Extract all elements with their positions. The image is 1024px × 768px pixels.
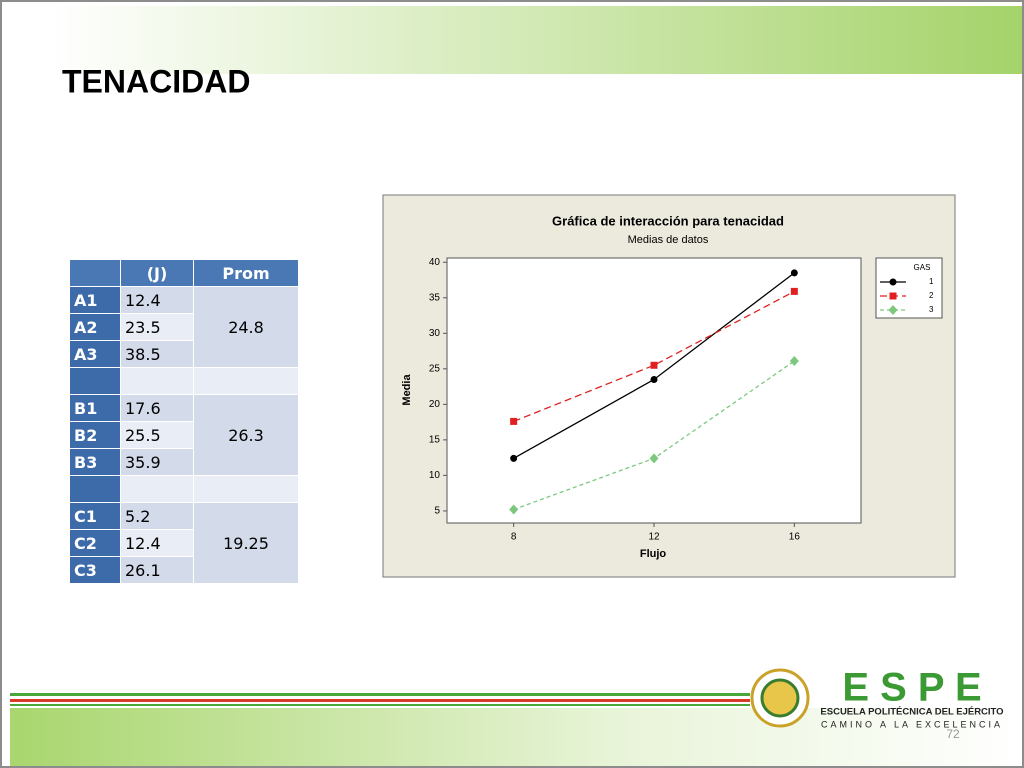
point	[790, 287, 798, 295]
logo-name: E S P E	[842, 666, 981, 710]
point	[649, 453, 659, 464]
table-cell	[120, 475, 194, 503]
stripe	[10, 704, 750, 706]
table-row: B2 25.5	[69, 421, 299, 449]
header-cell: (J)	[120, 259, 194, 287]
table-cell: 12.4	[120, 286, 194, 314]
y-tick-label: 30	[429, 328, 441, 339]
bottom-band	[10, 708, 1022, 766]
legend-label: 1	[929, 277, 934, 286]
table-cell	[193, 367, 299, 395]
table-cell	[193, 475, 299, 503]
table-cell: 26.1	[120, 556, 194, 584]
table-row: B1 17.6 26.3	[69, 394, 299, 476]
y-tick-label: 40	[429, 257, 441, 268]
table-cell: 25.5	[120, 421, 194, 449]
table-cell	[120, 367, 194, 395]
table-row: C3 26.1	[69, 556, 299, 584]
stripe	[10, 699, 750, 702]
x-tick-label: 16	[789, 532, 801, 543]
table-row: B3 35.9	[69, 448, 299, 476]
legend-label: 3	[929, 305, 934, 314]
row-label: B2	[69, 421, 121, 449]
slide-title: TENACIDAD	[62, 63, 250, 99]
x-tick-label: 12	[648, 532, 660, 543]
table-cell: 12.4	[120, 529, 194, 557]
point	[789, 356, 799, 367]
table-cell: 5.2	[120, 502, 194, 530]
x-axis-label: Flujo	[640, 548, 667, 560]
header-cell: Prom	[193, 259, 299, 287]
point	[650, 375, 658, 383]
table-cell: 35.9	[120, 448, 194, 476]
average-cell: 26.3	[193, 394, 299, 476]
top-band	[50, 6, 1022, 74]
table-row: A3 38.5	[69, 340, 299, 368]
row-label: C2	[69, 529, 121, 557]
point	[509, 504, 519, 515]
legend-box	[875, 257, 943, 319]
row-label: C3	[69, 556, 121, 584]
plot-area	[446, 257, 862, 524]
y-tick-label: 20	[429, 399, 441, 410]
row-label	[69, 367, 121, 395]
point	[889, 292, 897, 300]
table-cell: 23.5	[120, 313, 194, 341]
row-label: B3	[69, 448, 121, 476]
y-tick-label: 35	[429, 292, 441, 303]
data-table: (J) Prom A1 12.4 24.8 A2 23.5 A3 38.5 B1 17.6 26.3 B…	[69, 259, 299, 584]
row-label: A2	[69, 313, 121, 341]
row-label: B1	[69, 394, 121, 422]
y-tick-label: 5	[434, 506, 440, 517]
y-tick-label: 15	[429, 435, 441, 446]
series-line	[513, 290, 795, 423]
stripe	[10, 693, 750, 696]
header-cell	[69, 259, 121, 287]
logo-seal	[760, 678, 800, 718]
point	[889, 278, 897, 286]
table-row	[69, 475, 299, 503]
logo-line: CAMINO A LA EXCELENCIA	[821, 719, 1003, 729]
point	[650, 361, 658, 369]
point	[888, 305, 898, 315]
legend-label: 2	[929, 291, 934, 300]
table-cell: 38.5	[120, 340, 194, 368]
table-row: C1 5.2 19.25	[69, 502, 299, 584]
table-row: C2 12.4	[69, 529, 299, 557]
table-row	[69, 367, 299, 395]
y-tick-label: 25	[429, 363, 441, 374]
logo-line: ESCUELA POLITÉCNICA DEL EJÉRCITO	[820, 707, 1003, 718]
average-cell: 24.8	[193, 286, 299, 368]
table-row: (J) Prom	[69, 259, 299, 287]
chart-title: Gráfica de interacción para tenacidad	[552, 213, 784, 228]
row-label: C1	[69, 502, 121, 530]
row-label: A3	[69, 340, 121, 368]
point	[510, 454, 518, 462]
table-cell: 17.6	[120, 394, 194, 422]
y-axis-label: Media	[401, 374, 413, 406]
row-label: A1	[69, 286, 121, 314]
chart-subtitle: Medias de datos	[628, 234, 709, 246]
point	[510, 417, 518, 425]
average-cell: 19.25	[193, 502, 299, 584]
x-tick-label: 8	[511, 532, 517, 543]
legend-title: GAS	[914, 263, 931, 272]
point	[790, 269, 798, 277]
page-number: 72	[946, 727, 960, 741]
row-label	[69, 475, 121, 503]
y-tick-label: 10	[429, 470, 441, 481]
table-row: A1 12.4 24.8	[69, 286, 299, 368]
